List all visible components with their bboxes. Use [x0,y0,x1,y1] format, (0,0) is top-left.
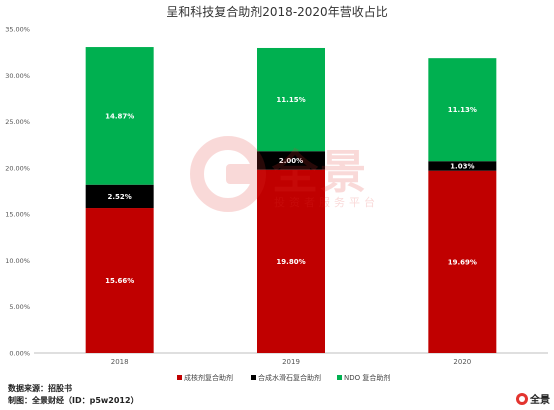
data-source-note: 数据来源：招股书 [8,384,72,393]
bar-segment [85,184,154,209]
chart-title: 呈和科技复合助剂2018-2020年营收占比 [166,4,387,19]
x-tick-label: 2019 [282,358,300,366]
bar-segment [428,161,497,171]
y-tick-label: 15.00% [5,211,30,219]
chart-credit-note: 制图：全景财经（ID：p5w2012） [8,396,139,405]
data-label: 1.03% [450,162,474,170]
data-label: 2.52% [108,193,132,201]
y-tick-label: 20.00% [5,164,30,172]
corner-logo: 全景 [516,391,550,406]
data-label: 2.00% [279,157,303,165]
bar-segment [85,47,154,185]
y-tick-label: 25.00% [5,118,30,126]
data-label: 11.15% [276,96,305,104]
bar-segment [257,47,325,152]
data-label: 14.87% [105,112,134,120]
x-tick-label: 2020 [453,358,471,366]
data-label: 15.66% [105,277,134,285]
data-label: 11.13% [448,106,477,114]
legend-label: 成核剂复合助剂 [184,373,233,382]
bars: 15.66% 2.52% 14.87% 19.80% 2.00% 11.15% 19.69%… [85,47,497,353]
y-tick-label: 30.00% [5,72,30,80]
legend-label: 合成水滑石复合助剂 [258,373,321,382]
legend: 成核剂复合助剂 合成水滑石复合助剂 NDO 复合助剂 [177,373,390,382]
y-tick-label: 10.00% [5,257,30,265]
y-tick-label: 5.00% [9,303,30,311]
data-label: 19.80% [276,258,305,266]
bar-segment [257,151,325,170]
data-label: 19.69% [448,258,477,266]
y-tick-label: 0.00% [9,350,30,358]
bar-segment [428,170,497,353]
y-tick-label: 35.00% [5,26,30,34]
bar-segment [428,58,497,162]
corner-logo-text: 全景 [530,395,550,406]
legend-swatch [337,375,342,380]
legend-swatch [251,375,256,380]
x-tick-label: 2018 [111,358,129,366]
p5w-logo-icon [516,392,528,405]
bar-segment [257,169,325,353]
legend-label: NDO 复合助剂 [344,373,390,382]
bar-segment [85,208,154,353]
legend-swatch [177,375,182,380]
